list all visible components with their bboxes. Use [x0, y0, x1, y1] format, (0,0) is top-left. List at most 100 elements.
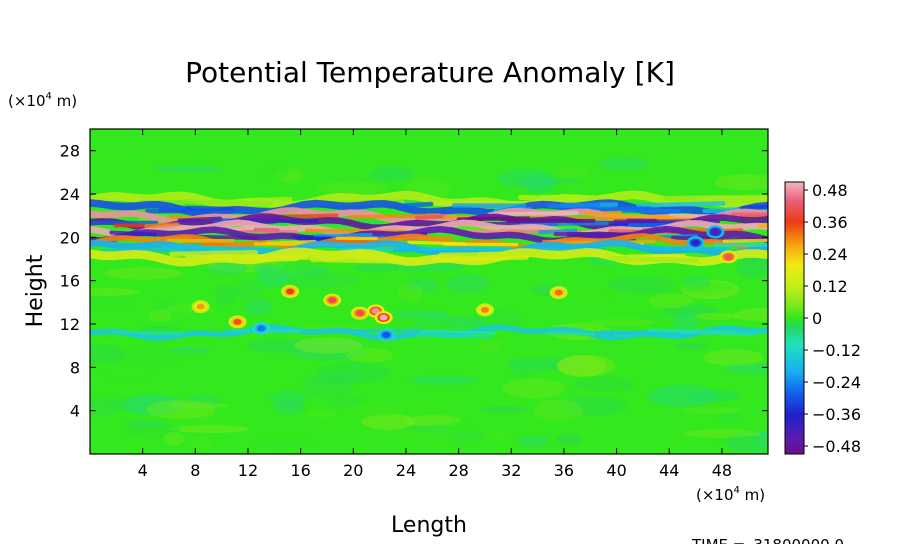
- field-patch: [723, 363, 768, 374]
- band-streak: [540, 194, 589, 201]
- anomaly-spot: [724, 253, 733, 260]
- band-streak: [544, 331, 595, 336]
- field-patch: [483, 430, 512, 441]
- y-tick-label: 24: [60, 185, 80, 204]
- band-streak: [414, 214, 446, 220]
- field-patch: [315, 362, 391, 384]
- field-patch: [184, 394, 222, 409]
- field-patch: [661, 304, 718, 317]
- x-axis-label: Length: [391, 513, 467, 538]
- field-patch: [90, 343, 127, 366]
- field-patch: [253, 263, 275, 274]
- x-axis-ticks: 4 8 12 16 20 24 28 32 36 40 44 48: [138, 129, 732, 480]
- band-streak: [111, 330, 184, 336]
- field-patch: [445, 431, 487, 442]
- x-tick-label: 28: [448, 461, 468, 480]
- field-patch: [672, 311, 699, 333]
- field-patch: [477, 339, 503, 353]
- field-patch: [688, 389, 740, 403]
- field-patch: [215, 283, 237, 306]
- band-streak: [722, 238, 768, 243]
- y-tick-label: 28: [60, 142, 80, 161]
- field-patch: [302, 377, 353, 399]
- band-streak: [169, 249, 259, 257]
- field-patch: [287, 272, 360, 288]
- anomaly-spot: [196, 303, 205, 310]
- field-patch: [272, 370, 327, 380]
- band-streak: [729, 329, 768, 334]
- field-patch: [368, 166, 414, 182]
- band-streak: [144, 222, 180, 229]
- band-streak: [177, 216, 223, 223]
- band-streak: [438, 251, 513, 258]
- field-patch: [102, 363, 155, 379]
- time-readout: TIME =31800000.0: [691, 536, 844, 544]
- field-patch: [557, 355, 606, 377]
- x-tick-label: 48: [712, 461, 732, 480]
- field-patch: [233, 279, 263, 299]
- field-patch: [345, 348, 394, 363]
- band-streak: [538, 228, 578, 235]
- anomaly-field: [90, 157, 768, 453]
- field-patch: [480, 405, 529, 414]
- field-patch: [590, 318, 657, 327]
- field-patch: [330, 414, 365, 421]
- field-patch: [497, 168, 556, 189]
- field-patch: [718, 435, 768, 446]
- field-patch: [168, 402, 229, 409]
- colorbar-tick-label: −0.36: [812, 405, 861, 424]
- field-patch: [640, 311, 677, 322]
- anomaly-spot: [711, 228, 720, 235]
- y-axis-label: Height: [23, 254, 48, 327]
- y-tick-label: 12: [60, 315, 80, 334]
- field-patch: [674, 342, 710, 350]
- x-tick-label: 44: [659, 461, 679, 480]
- field-patch: [750, 431, 768, 447]
- y-tick-label: 20: [60, 228, 80, 247]
- field-patch: [550, 166, 591, 178]
- band-streak: [160, 243, 202, 249]
- field-patch: [523, 174, 557, 194]
- band-streak: [296, 236, 333, 241]
- band-streak: [606, 213, 675, 220]
- colorbar-tick-label: 0.36: [812, 213, 848, 232]
- colorbar-tick-label: 0: [812, 309, 822, 328]
- band-streak: [638, 244, 674, 251]
- field-patch: [555, 433, 584, 445]
- anomaly-spot: [691, 239, 700, 246]
- field-patch: [207, 260, 285, 273]
- colorbar-tick-label: 0.12: [812, 277, 848, 296]
- anomaly-spot: [257, 325, 266, 332]
- band-streak: [456, 216, 531, 222]
- x-tick-label: 8: [190, 461, 200, 480]
- field-patch: [736, 257, 768, 279]
- band-streak: [400, 201, 434, 209]
- colorbar-gradient: [785, 182, 804, 454]
- field-patch: [278, 167, 307, 185]
- colorbar-tick-label: −0.24: [812, 373, 861, 392]
- field-patch: [290, 339, 367, 350]
- band-streak: [415, 333, 492, 339]
- field-patch: [90, 338, 118, 346]
- field-patch: [411, 316, 486, 333]
- field-patch: [90, 287, 140, 297]
- x-tick-label: 32: [501, 461, 521, 480]
- field-patch: [647, 385, 719, 408]
- band-streak: [184, 205, 235, 212]
- field-patch: [505, 357, 586, 371]
- plot-frame: [89, 128, 769, 455]
- field-patch: [682, 429, 761, 439]
- field-patch: [407, 375, 480, 385]
- field-patch: [599, 157, 648, 171]
- field-patch: [361, 413, 416, 431]
- y-axis-ticks: 4 8 12 16 20 24 28: [60, 142, 768, 421]
- anomaly-spot: [286, 288, 295, 295]
- field-patch: [608, 276, 677, 295]
- colorbar-tick-label: 0.24: [812, 245, 848, 264]
- field-patch: [273, 402, 305, 415]
- field-patch: [441, 421, 472, 436]
- field-patch: [244, 299, 272, 316]
- field-patch: [139, 325, 183, 333]
- field-patch: [188, 436, 215, 450]
- colorbar-tick-label: −0.48: [812, 437, 861, 456]
